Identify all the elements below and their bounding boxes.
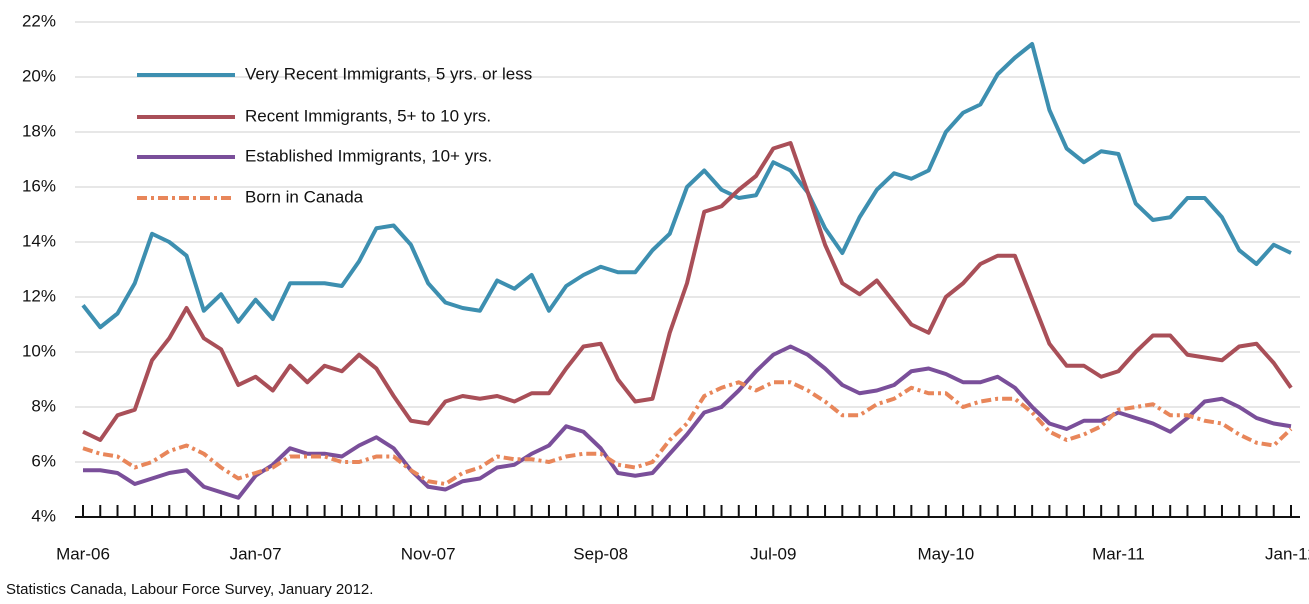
- y-tick-label: 10%: [22, 341, 56, 360]
- x-tick-label: Jan-07: [230, 544, 282, 563]
- y-tick-label: 22%: [22, 11, 56, 30]
- y-tick-label: 8%: [31, 396, 56, 415]
- source-note: Statistics Canada, Labour Force Survey, …: [6, 581, 373, 598]
- x-tick-label: Sep-08: [573, 544, 628, 563]
- y-tick-label: 12%: [22, 286, 56, 305]
- series-line: [82, 141, 1293, 442]
- y-tick-label: 18%: [22, 121, 56, 140]
- y-tick-label: 6%: [31, 451, 56, 470]
- series-line: [83, 344, 1292, 500]
- x-tick-label: Jul-09: [750, 544, 796, 563]
- y-tick-label: 16%: [22, 176, 56, 195]
- series-line: [82, 380, 1293, 486]
- legend-label: Recent Immigrants, 5+ to 10 yrs.: [245, 106, 491, 125]
- x-tick-label: Jan-12: [1265, 544, 1309, 563]
- x-tick-label: Mar-11: [1092, 544, 1145, 563]
- x-tick-label: Nov-07: [401, 544, 456, 563]
- x-tick-label: Mar-06: [56, 544, 110, 563]
- series-line: [81, 42, 1292, 330]
- y-tick-label: 20%: [22, 66, 56, 85]
- legend-label: Born in Canada: [245, 187, 364, 206]
- legend-label: Established Immigrants, 10+ yrs.: [245, 146, 492, 165]
- legend-label: Very Recent Immigrants, 5 yrs. or less: [245, 64, 532, 83]
- y-tick-label: 4%: [31, 506, 56, 525]
- x-tick-label: May-10: [918, 544, 975, 563]
- y-tick-label: 14%: [22, 231, 56, 250]
